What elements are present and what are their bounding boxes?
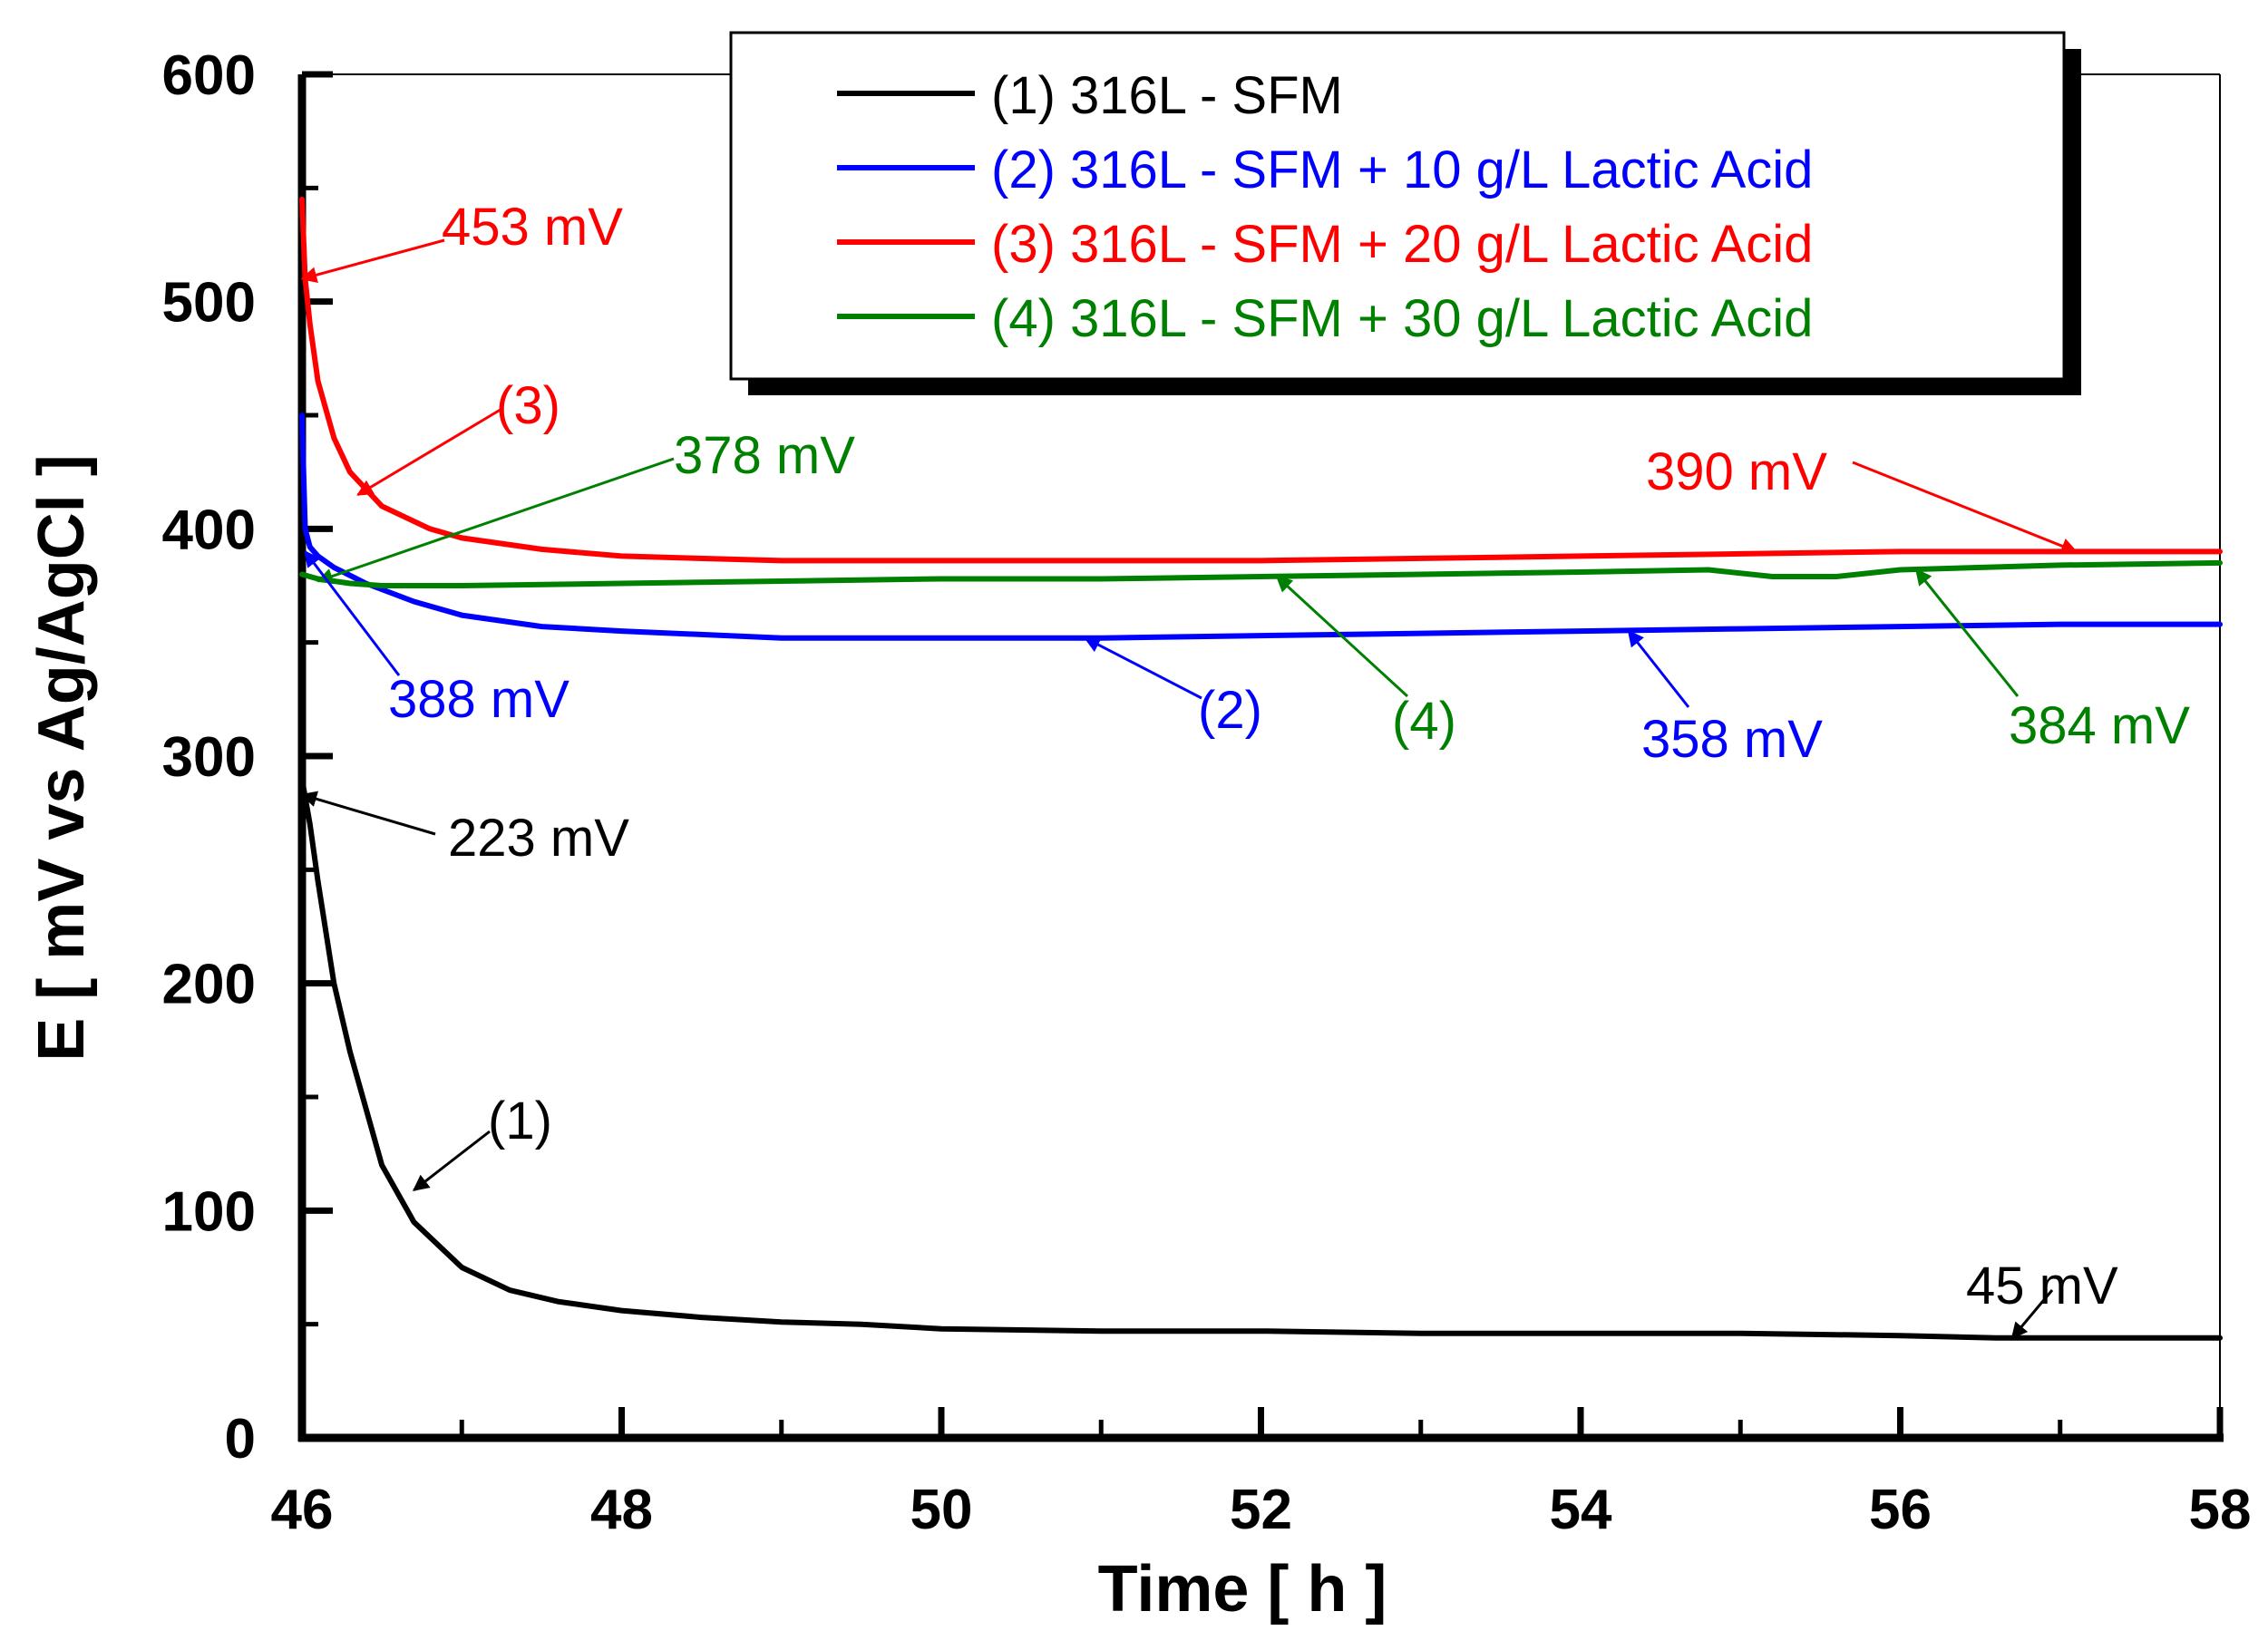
series-line-2 <box>299 412 2223 641</box>
annotation-arrow <box>300 238 445 284</box>
annotation-arrow <box>412 1130 491 1191</box>
x-tick-labels: 46 48 50 52 54 56 58 <box>271 1479 2252 1541</box>
legend-entry-2: (2) 316L - SFM + 10 g/L Lactic Acid <box>837 141 1813 199</box>
annotation-3: (3) <box>356 376 560 497</box>
y-axis-title: E [ mV vs Ag/AgCl ] <box>25 454 98 1061</box>
annotation-label: 384 mV <box>2009 696 2190 755</box>
x-tick-label: 56 <box>1869 1479 1932 1541</box>
annotation-1: (1) <box>412 1092 552 1191</box>
annotation-378mv: 378 mV <box>316 426 855 585</box>
legend: (1) 316L - SFM (2) 316L - SFM + 10 g/L L… <box>729 31 2081 395</box>
series-line-4 <box>299 559 2223 588</box>
annotation-label: (4) <box>1392 692 1456 751</box>
y-tick-label: 0 <box>225 1408 256 1470</box>
legend-entry-4: (4) 316L - SFM + 30 g/L Lactic Acid <box>837 289 1813 348</box>
annotation-label: 453 mV <box>442 198 623 257</box>
y-tick-label: 600 <box>162 44 256 107</box>
annotation-arrow <box>1852 461 2078 554</box>
annotation-label: (1) <box>488 1092 552 1150</box>
x-tick-label: 48 <box>590 1479 653 1541</box>
annotation-45mv: 45 mV <box>1966 1257 2118 1340</box>
annotation-4: (4) <box>1275 575 1456 751</box>
legend-label: (3) 316L - SFM + 20 g/L Lactic Acid <box>991 215 1813 274</box>
annotation-arrow <box>316 457 675 585</box>
annotation-label: 45 mV <box>1966 1257 2118 1315</box>
annotation-label: (3) <box>496 376 560 435</box>
annotation-label: 223 mV <box>448 809 629 868</box>
annotation-arrow <box>356 406 504 497</box>
series-line-3 <box>299 196 2223 564</box>
x-axis-title: Time [ h ] <box>1098 1553 1387 1626</box>
annotation-arrow <box>1627 629 1690 708</box>
y-tick-label: 500 <box>162 272 256 335</box>
annotation-453mv: 453 mV <box>300 198 623 284</box>
legend-entry-1: (1) 316L - SFM <box>837 66 1343 125</box>
annotation-arrow <box>2010 1289 2054 1340</box>
legend-label: (2) 316L - SFM + 10 g/L Lactic Acid <box>991 141 1813 199</box>
annotation-390mv: 390 mV <box>1646 442 2078 554</box>
annotation-label: 378 mV <box>674 426 855 485</box>
series-lines <box>299 196 2223 1341</box>
annotation-388mv: 388 mV <box>304 549 569 729</box>
annotation-358mv: 358 mV <box>1627 629 1823 769</box>
y-tick-label: 400 <box>162 499 256 561</box>
legend-entry-3: (3) 316L - SFM + 20 g/L Lactic Acid <box>837 215 1813 274</box>
y-tick-label: 200 <box>162 954 256 1016</box>
annotation-label: 388 mV <box>388 670 569 729</box>
legend-box <box>729 31 2066 381</box>
x-tick-label: 52 <box>1230 1479 1292 1541</box>
annotation-label: (2) <box>1198 681 1262 740</box>
series-line-1 <box>299 776 2223 1341</box>
annotation-arrow <box>304 549 401 676</box>
y-tick-label: 100 <box>162 1180 256 1243</box>
annotation-384mv: 384 mV <box>1914 568 2190 755</box>
annotation-arrow <box>1084 636 1202 700</box>
x-tick-label: 46 <box>271 1479 334 1541</box>
annotation-arrow <box>1275 575 1409 698</box>
y-tick-label: 300 <box>162 726 256 789</box>
annotations: 453 mV (3) 378 mV 390 mV 388 mV (2) (4) <box>300 198 2190 1340</box>
x-tick-label: 58 <box>2189 1479 2252 1541</box>
x-tick-label: 50 <box>910 1479 973 1541</box>
annotation-2: (2) <box>1084 636 1262 740</box>
x-tick-label: 54 <box>1550 1479 1612 1541</box>
annotation-223mv: 223 mV <box>300 791 629 868</box>
y-tick-labels: 0 100 200 300 400 500 600 <box>162 44 256 1470</box>
annotation-label: 358 mV <box>1641 710 1823 769</box>
annotation-arrow <box>1914 568 2020 697</box>
annotation-arrow <box>300 791 436 836</box>
legend-label: (4) 316L - SFM + 30 g/L Lactic Acid <box>991 289 1813 348</box>
legend-label: (1) 316L - SFM <box>991 66 1343 125</box>
annotation-label: 390 mV <box>1646 442 1827 501</box>
